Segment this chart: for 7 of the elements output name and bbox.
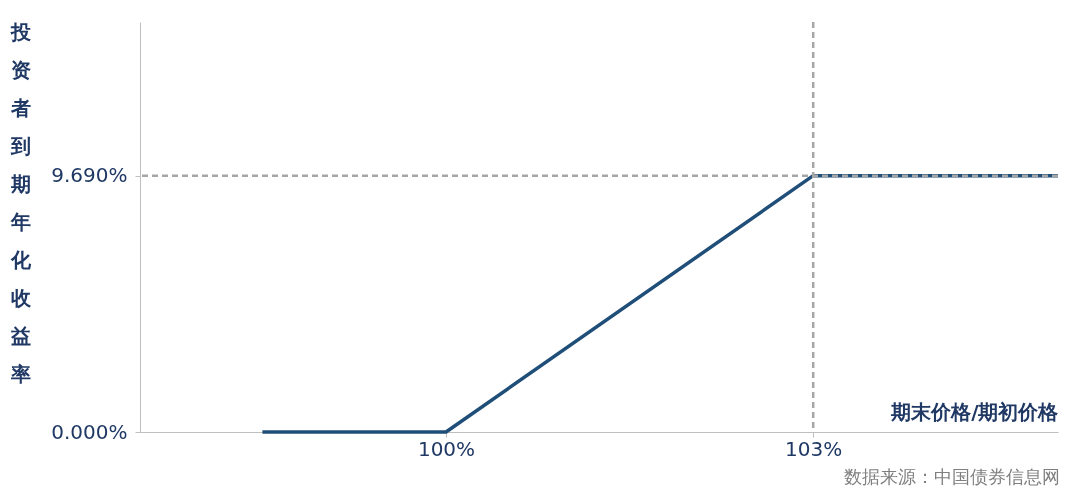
x-tick-label: 103%: [785, 436, 843, 461]
source-note: 数据来源：中国债券信息网: [843, 466, 1060, 487]
y-tick-label: 9.690%: [51, 163, 128, 188]
x-axis-title: 期末价格/期初价格: [890, 399, 1060, 424]
y-tick-label: 0.000%: [51, 419, 128, 444]
x-tick-label: 100%: [417, 436, 476, 461]
text: 投资者到期年化收益率: [10, 19, 31, 386]
